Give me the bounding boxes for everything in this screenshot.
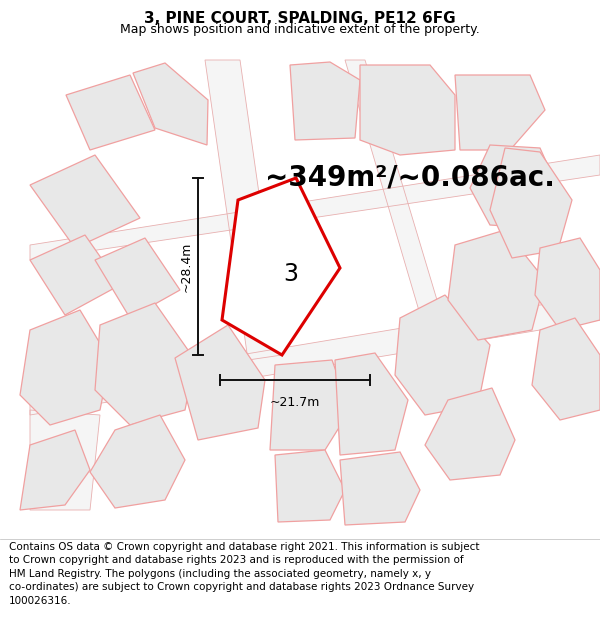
Text: 3, PINE COURT, SPALDING, PE12 6FG: 3, PINE COURT, SPALDING, PE12 6FG xyxy=(144,11,456,26)
Polygon shape xyxy=(20,430,90,510)
Polygon shape xyxy=(490,148,572,258)
Polygon shape xyxy=(222,178,340,355)
Polygon shape xyxy=(455,75,545,150)
Polygon shape xyxy=(360,65,455,155)
Polygon shape xyxy=(290,62,360,140)
Polygon shape xyxy=(30,155,140,248)
Polygon shape xyxy=(30,235,120,315)
Polygon shape xyxy=(95,238,180,318)
Polygon shape xyxy=(205,60,282,360)
Polygon shape xyxy=(395,295,490,415)
Polygon shape xyxy=(133,63,208,145)
Polygon shape xyxy=(470,145,558,228)
Polygon shape xyxy=(95,303,195,425)
Text: Contains OS data © Crown copyright and database right 2021. This information is : Contains OS data © Crown copyright and d… xyxy=(9,542,479,606)
Polygon shape xyxy=(30,295,600,415)
Polygon shape xyxy=(175,325,265,440)
Polygon shape xyxy=(30,410,100,510)
Text: 3: 3 xyxy=(283,262,298,286)
Polygon shape xyxy=(345,60,455,365)
Polygon shape xyxy=(30,155,600,260)
Polygon shape xyxy=(270,360,350,450)
Polygon shape xyxy=(275,450,345,522)
Text: ~349m²/~0.086ac.: ~349m²/~0.086ac. xyxy=(265,163,555,191)
Text: ~28.4m: ~28.4m xyxy=(179,241,193,292)
Polygon shape xyxy=(90,415,185,508)
Polygon shape xyxy=(425,388,515,480)
Polygon shape xyxy=(448,230,545,340)
Polygon shape xyxy=(340,452,420,525)
Text: ~21.7m: ~21.7m xyxy=(270,396,320,409)
Polygon shape xyxy=(20,310,110,425)
Polygon shape xyxy=(532,318,600,420)
Polygon shape xyxy=(535,238,600,330)
Text: Map shows position and indicative extent of the property.: Map shows position and indicative extent… xyxy=(120,23,480,36)
Polygon shape xyxy=(66,75,155,150)
Polygon shape xyxy=(335,353,408,455)
